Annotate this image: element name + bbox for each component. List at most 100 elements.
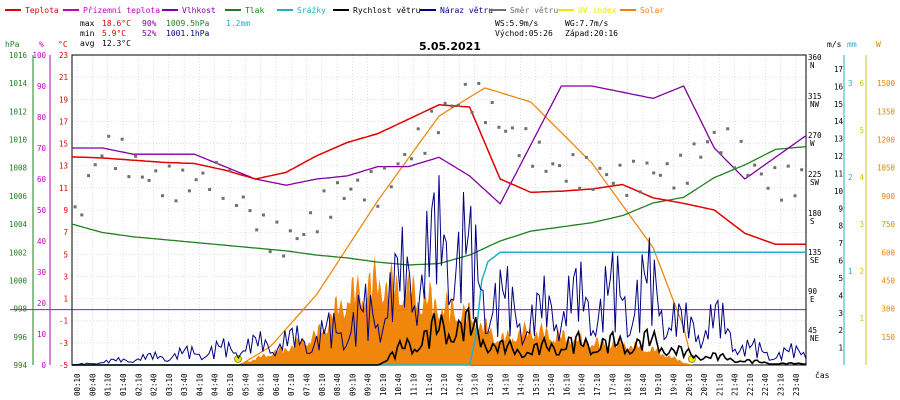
direction-point [423, 151, 427, 155]
wind-tick: 2 [838, 326, 843, 335]
pressure-tick: 1002 [9, 248, 27, 257]
direction-point [302, 233, 306, 237]
series-temperature-line [71, 104, 806, 246]
x-tick-label: 20:40 [700, 373, 709, 396]
x-tick-label: 15:40 [547, 373, 556, 396]
temperature-tick: -1 [59, 317, 68, 326]
x-tick-label: 14:10 [501, 373, 510, 396]
direction-point [241, 195, 245, 199]
direction-tick: 270 [808, 131, 822, 140]
direction-point [732, 166, 736, 170]
x-tick-label: 07:10 [287, 373, 296, 396]
x-tick-label: 12:10 [440, 373, 449, 396]
direction-point [517, 154, 521, 158]
direction-point [510, 126, 514, 130]
x-tick-label: 08:10 [318, 373, 327, 396]
direction-point [638, 190, 642, 194]
solar-tick: 900 [881, 192, 895, 201]
wind-tick: 3 [838, 309, 843, 318]
direction-point [551, 162, 555, 166]
wind-tick: 8 [838, 222, 843, 231]
direction-point [268, 250, 272, 254]
direction-point [235, 203, 239, 207]
legend-label: Tlak [245, 6, 264, 15]
direction-point [739, 139, 743, 143]
x-tick-label: 18:40 [639, 373, 648, 396]
direction-point [463, 82, 467, 86]
temperature-tick: 13 [59, 162, 68, 171]
min-temp: 5.9°C [102, 29, 126, 38]
x-tick-label: 02:10 [134, 373, 143, 396]
avg-temp: 12.3°C [102, 39, 131, 48]
plot-area [71, 81, 807, 366]
direction-point [786, 164, 790, 168]
direction-point [598, 166, 602, 170]
direction-point [107, 134, 111, 138]
direction-tick-label: N [810, 61, 815, 70]
direction-point [161, 194, 165, 198]
sunset: Západ:20:16 [565, 29, 618, 38]
direction-tick-label: SW [810, 178, 820, 187]
direction-point [712, 130, 716, 134]
direction-point [766, 186, 770, 190]
x-tick-label: 03:10 [165, 373, 174, 396]
wind-tick: 13 [834, 135, 843, 144]
direction-point [611, 181, 615, 185]
humidity-tick: 60 [37, 175, 47, 184]
direction-point [383, 166, 387, 170]
direction-tick-label: SE [810, 256, 820, 265]
x-tick-label: 00:10 [73, 373, 82, 396]
wind-tick: 11 [834, 169, 843, 178]
wind-tick: 6 [838, 257, 843, 266]
direction-point [87, 174, 91, 178]
series-wind-line [72, 306, 807, 366]
direction-point [436, 131, 440, 135]
humidity-tick: 40 [37, 237, 47, 246]
solar-tick: 300 [881, 305, 895, 314]
x-tick-label: 04:10 [195, 373, 204, 396]
x-tick-label: 07:40 [302, 373, 311, 396]
direction-point [342, 196, 346, 200]
direction-point [187, 189, 191, 193]
temperature-tick: 5 [63, 250, 68, 259]
direction-point [618, 163, 622, 167]
wind-gust-stat: WG:7.7m/s [565, 19, 609, 28]
wind-tick: 4 [838, 291, 843, 300]
temperature-tick: 3 [63, 272, 68, 281]
solar-tick: 1050 [877, 164, 896, 173]
humidity-tick: 30 [37, 268, 47, 277]
wind-tick: 10 [834, 187, 844, 196]
x-tick-label: 16:10 [562, 373, 571, 396]
temperature-unit: °C [58, 40, 68, 49]
min-label: min [80, 29, 95, 38]
direction-point [127, 175, 131, 179]
direction-point [208, 188, 212, 192]
wind-tick: 15 [834, 100, 843, 109]
direction-point [706, 140, 710, 144]
direction-point [658, 173, 662, 177]
rain-tick: 1 [848, 267, 853, 276]
direction-point [134, 154, 138, 158]
direction-point [221, 196, 225, 200]
pressure-tick: 1004 [9, 220, 28, 229]
temperature-tick: -3 [59, 339, 68, 348]
wind-tick: 1 [838, 344, 843, 353]
solar-tick: 1200 [877, 136, 896, 145]
direction-point [167, 164, 171, 168]
wind-tick: 17 [834, 65, 843, 74]
temperature-tick: 15 [59, 140, 68, 149]
x-tick-label: 00:40 [88, 373, 97, 396]
temperature-tick: 21 [59, 73, 68, 82]
direction-tick: 360 [808, 53, 822, 62]
direction-point [275, 220, 279, 224]
direction-point [652, 171, 656, 175]
x-tick-label: 23:40 [792, 373, 801, 396]
x-tick-label: 01:10 [104, 373, 113, 396]
x-tick-label: 22:40 [761, 373, 770, 396]
pressure-tick: 1006 [9, 192, 28, 201]
temperature-tick: 7 [63, 228, 68, 237]
temperature-tick: 9 [63, 206, 68, 215]
direction-point [376, 204, 380, 208]
direction-tick-label: NE [810, 334, 820, 343]
pressure-tick: 998 [13, 305, 27, 314]
